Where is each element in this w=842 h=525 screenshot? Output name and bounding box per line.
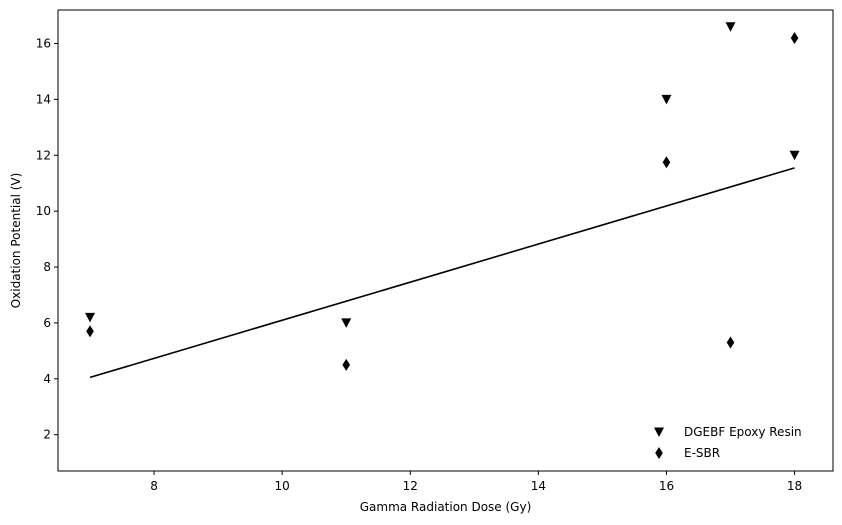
y-tick-label: 2 bbox=[43, 428, 51, 442]
y-axis-ticks: 2 4 6 8 10 12 14 16 bbox=[36, 37, 58, 442]
x-tick-label: 18 bbox=[787, 479, 802, 493]
y-tick-label: 16 bbox=[36, 37, 51, 51]
esbr-point bbox=[726, 336, 735, 349]
x-axis-title: Gamma Radiation Dose (Gy) bbox=[360, 500, 532, 514]
y-tick-label: 6 bbox=[43, 316, 51, 330]
legend-marker-triangle bbox=[654, 427, 664, 437]
plot-frame bbox=[57, 9, 834, 472]
esbr-point bbox=[662, 156, 671, 169]
legend-marker-diamond bbox=[655, 447, 663, 459]
x-tick-label: 10 bbox=[275, 479, 290, 493]
esbr-point bbox=[342, 358, 351, 371]
y-tick-label: 14 bbox=[36, 92, 51, 106]
dgebf-point bbox=[85, 312, 96, 323]
y-tick-label: 8 bbox=[43, 260, 51, 274]
y-tick-label: 10 bbox=[36, 204, 51, 218]
fit-line bbox=[89, 167, 795, 379]
legend-label-esbr: E-SBR bbox=[684, 446, 720, 460]
x-tick-label: 8 bbox=[150, 479, 158, 493]
y-tick-label: 4 bbox=[43, 372, 51, 386]
dgebf-point bbox=[725, 22, 736, 32]
esbr-point bbox=[790, 31, 799, 44]
x-tick-label: 16 bbox=[659, 479, 674, 493]
points-layer bbox=[85, 22, 800, 371]
fit-line-layer bbox=[89, 167, 795, 379]
x-tick-label: 12 bbox=[403, 479, 418, 493]
legend: DGEBF Epoxy Resin E-SBR bbox=[654, 425, 802, 460]
x-axis-ticks: 8 10 12 14 16 18 bbox=[150, 471, 802, 493]
dgebf-point bbox=[661, 94, 672, 105]
legend-label-dgebf: DGEBF Epoxy Resin bbox=[684, 425, 802, 439]
esbr-point bbox=[86, 325, 94, 338]
dgebf-point bbox=[789, 150, 800, 161]
y-axis-title: Oxidation Potential (V) bbox=[9, 173, 23, 309]
y-tick-label: 12 bbox=[36, 148, 51, 162]
dgebf-point bbox=[341, 318, 352, 328]
x-tick-label: 14 bbox=[531, 479, 546, 493]
